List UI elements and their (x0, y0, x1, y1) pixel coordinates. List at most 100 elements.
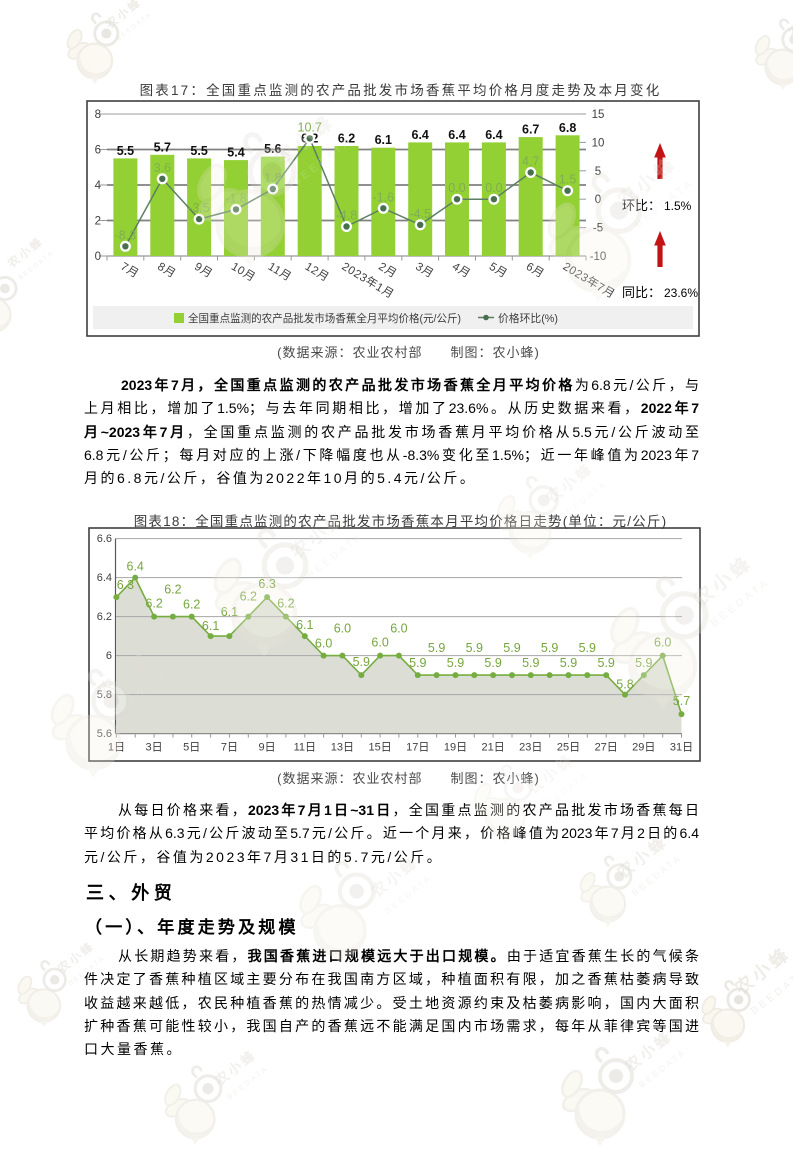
svg-text:环比：: 环比： (622, 198, 661, 213)
svg-text:1.8: 1.8 (264, 171, 281, 185)
svg-text:6.3: 6.3 (258, 577, 275, 591)
svg-text:6.0: 6.0 (315, 637, 332, 651)
svg-text:6.4: 6.4 (448, 128, 465, 142)
svg-text:21日: 21日 (481, 742, 504, 754)
svg-text:9月: 9月 (192, 261, 214, 281)
svg-text:0.0: 0.0 (448, 181, 465, 195)
svg-text:-4.8: -4.8 (336, 209, 358, 223)
svg-text:29日: 29日 (632, 742, 655, 754)
svg-text:23.6%: 23.6% (664, 286, 698, 300)
svg-text:1日: 1日 (108, 742, 125, 754)
svg-text:同比：: 同比： (622, 285, 661, 300)
svg-text:6月: 6月 (524, 261, 546, 281)
svg-text:5.9: 5.9 (409, 656, 426, 670)
svg-text:4月: 4月 (450, 261, 472, 281)
svg-text:5.5: 5.5 (117, 144, 134, 158)
svg-text:23日: 23日 (519, 742, 542, 754)
svg-text:5: 5 (595, 166, 601, 178)
svg-text:1.5%: 1.5% (664, 199, 692, 213)
svg-text:3月: 3月 (413, 261, 435, 281)
svg-text:31日: 31日 (670, 742, 693, 754)
svg-text:15: 15 (592, 109, 605, 121)
svg-text:11日: 11日 (294, 742, 316, 754)
svg-text:5.4: 5.4 (227, 146, 244, 160)
svg-text:6.2: 6.2 (145, 597, 162, 611)
svg-text:6.4: 6.4 (412, 128, 429, 142)
svg-text:5.9: 5.9 (522, 656, 539, 670)
svg-text:25日: 25日 (557, 742, 580, 754)
svg-text:7月: 7月 (118, 261, 140, 281)
svg-text:-8.3: -8.3 (115, 228, 137, 242)
svg-text:6.0: 6.0 (371, 636, 388, 650)
svg-text:10.7: 10.7 (298, 120, 322, 134)
svg-text:5.9: 5.9 (635, 656, 652, 670)
svg-text:全国重点监测的农产品批发市场香蕉全月平均价格(元/公斤): 全国重点监测的农产品批发市场香蕉全月平均价格(元/公斤) (188, 311, 461, 325)
svg-text:8: 8 (95, 109, 101, 121)
svg-text:3日: 3日 (146, 742, 163, 754)
svg-text:12月: 12月 (303, 261, 331, 285)
svg-text:15日: 15日 (368, 742, 391, 754)
svg-text:5.9: 5.9 (428, 641, 445, 655)
svg-text:13日: 13日 (331, 742, 354, 754)
svg-text:1.5: 1.5 (559, 173, 576, 187)
svg-text:4: 4 (95, 180, 102, 192)
svg-text:6.1: 6.1 (375, 133, 392, 147)
svg-text:19日: 19日 (444, 742, 467, 754)
svg-text:5.7: 5.7 (154, 140, 171, 154)
svg-text:6.2: 6.2 (97, 611, 112, 623)
svg-text:8月: 8月 (155, 261, 177, 281)
svg-text:-10: -10 (590, 251, 607, 263)
svg-text:5.9: 5.9 (353, 655, 370, 669)
svg-text:0: 0 (595, 194, 601, 206)
svg-text:5.9: 5.9 (503, 641, 520, 655)
svg-text:5.9: 5.9 (447, 656, 464, 670)
svg-text:5日: 5日 (183, 742, 200, 754)
svg-text:5.9: 5.9 (579, 641, 596, 655)
svg-text:5月: 5月 (487, 261, 509, 281)
svg-text:6: 6 (106, 650, 112, 662)
svg-text:6.7: 6.7 (522, 123, 539, 137)
svg-text:6.4: 6.4 (97, 572, 112, 584)
svg-text:6.2: 6.2 (240, 590, 257, 604)
svg-text:5.9: 5.9 (541, 641, 558, 655)
svg-text:5.7: 5.7 (673, 694, 690, 708)
svg-text:5.8: 5.8 (97, 689, 112, 701)
svg-text:6.1: 6.1 (221, 605, 238, 619)
svg-text:6.0: 6.0 (334, 622, 351, 636)
svg-text:5.6: 5.6 (97, 728, 112, 740)
svg-text:17日: 17日 (406, 742, 429, 754)
svg-text:6.1: 6.1 (296, 618, 313, 632)
svg-text:价格环比(%): 价格环比(%) (498, 311, 558, 325)
svg-text:6.0: 6.0 (390, 622, 407, 636)
svg-text:6.4: 6.4 (485, 128, 502, 142)
svg-text:-1.6: -1.6 (373, 190, 395, 204)
svg-text:6.0: 6.0 (654, 636, 671, 650)
svg-text:-3.5: -3.5 (188, 201, 210, 215)
svg-text:11月: 11月 (266, 261, 294, 284)
svg-text:2: 2 (95, 216, 101, 228)
svg-text:0.0: 0.0 (485, 181, 502, 195)
svg-text:5.9: 5.9 (560, 656, 577, 670)
svg-text:6.3: 6.3 (117, 578, 134, 592)
svg-text:6.2: 6.2 (164, 583, 181, 597)
svg-text:4.7: 4.7 (522, 155, 539, 169)
svg-text:0: 0 (95, 251, 101, 263)
svg-text:10: 10 (592, 137, 605, 149)
svg-text:6.6: 6.6 (97, 533, 112, 545)
svg-text:2月: 2月 (376, 261, 398, 281)
svg-text:5.8: 5.8 (616, 678, 633, 692)
svg-text:6.8: 6.8 (559, 121, 576, 135)
svg-text:2023年7月: 2023年7月 (561, 259, 618, 301)
svg-text:6: 6 (95, 145, 101, 157)
svg-text:6.4: 6.4 (127, 560, 144, 574)
svg-text:6.2: 6.2 (183, 598, 200, 612)
svg-text:6.2: 6.2 (338, 132, 355, 146)
svg-text:-1.8: -1.8 (225, 191, 247, 205)
svg-text:5.6: 5.6 (264, 142, 281, 156)
svg-text:5.9: 5.9 (466, 641, 483, 655)
svg-text:10月: 10月 (229, 261, 257, 285)
svg-text:6.2: 6.2 (277, 597, 294, 611)
svg-text:3.6: 3.6 (154, 161, 171, 175)
svg-text:6.1: 6.1 (202, 619, 219, 633)
svg-text:5.9: 5.9 (598, 656, 615, 670)
